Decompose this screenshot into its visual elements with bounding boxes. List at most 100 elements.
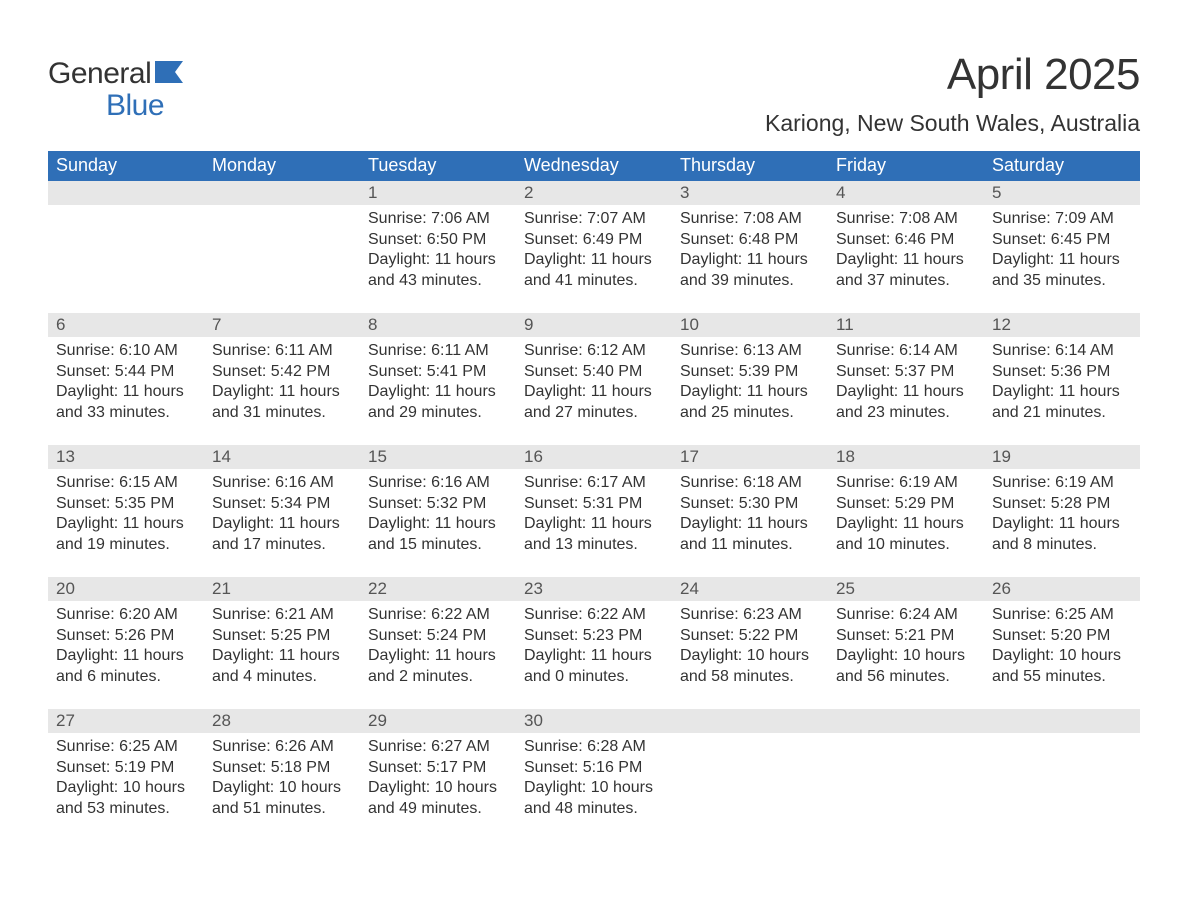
day-body: Sunrise: 6:18 AMSunset: 5:30 PMDaylight:… [672, 469, 828, 559]
sunset-text: Sunset: 5:36 PM [992, 362, 1132, 382]
daylight-text: Daylight: 11 hours and 6 minutes. [56, 646, 196, 687]
day-number: 1 [360, 181, 516, 205]
day-number: 19 [984, 445, 1140, 469]
daylight-text: Daylight: 10 hours and 49 minutes. [368, 778, 508, 819]
day-body: Sunrise: 6:16 AMSunset: 5:32 PMDaylight:… [360, 469, 516, 559]
day-number: 27 [48, 709, 204, 733]
sunrise-text: Sunrise: 6:22 AM [524, 605, 664, 625]
sunset-text: Sunset: 5:16 PM [524, 758, 664, 778]
day-body: Sunrise: 6:14 AMSunset: 5:36 PMDaylight:… [984, 337, 1140, 427]
calendar-cell: 17Sunrise: 6:18 AMSunset: 5:30 PMDayligh… [672, 445, 828, 577]
title-block: April 2025 Kariong, New South Wales, Aus… [765, 30, 1140, 147]
sunrise-text: Sunrise: 6:19 AM [992, 473, 1132, 493]
day-number: 15 [360, 445, 516, 469]
calendar-cell: 28Sunrise: 6:26 AMSunset: 5:18 PMDayligh… [204, 709, 360, 841]
calendar-cell: 26Sunrise: 6:25 AMSunset: 5:20 PMDayligh… [984, 577, 1140, 709]
daylight-text: Daylight: 11 hours and 25 minutes. [680, 382, 820, 423]
calendar-cell: 2Sunrise: 7:07 AMSunset: 6:49 PMDaylight… [516, 181, 672, 313]
calendar-cell: 23Sunrise: 6:22 AMSunset: 5:23 PMDayligh… [516, 577, 672, 709]
day-number: 22 [360, 577, 516, 601]
daylight-text: Daylight: 11 hours and 2 minutes. [368, 646, 508, 687]
calendar-week-row: 6Sunrise: 6:10 AMSunset: 5:44 PMDaylight… [48, 313, 1140, 445]
daylight-text: Daylight: 11 hours and 19 minutes. [56, 514, 196, 555]
day-number: 8 [360, 313, 516, 337]
calendar-cell [672, 709, 828, 841]
sunset-text: Sunset: 5:32 PM [368, 494, 508, 514]
sunset-text: Sunset: 5:37 PM [836, 362, 976, 382]
sunrise-text: Sunrise: 6:16 AM [368, 473, 508, 493]
day-body: Sunrise: 6:25 AMSunset: 5:20 PMDaylight:… [984, 601, 1140, 691]
day-number: 17 [672, 445, 828, 469]
calendar-cell [48, 181, 204, 313]
day-body [984, 733, 1140, 823]
sunrise-text: Sunrise: 6:11 AM [212, 341, 352, 361]
calendar-cell: 13Sunrise: 6:15 AMSunset: 5:35 PMDayligh… [48, 445, 204, 577]
sunset-text: Sunset: 6:49 PM [524, 230, 664, 250]
day-number: 3 [672, 181, 828, 205]
weekday-header: Friday [828, 151, 984, 181]
calendar-cell: 25Sunrise: 6:24 AMSunset: 5:21 PMDayligh… [828, 577, 984, 709]
location-subtitle: Kariong, New South Wales, Australia [765, 110, 1140, 137]
day-number: 10 [672, 313, 828, 337]
sunrise-text: Sunrise: 6:14 AM [992, 341, 1132, 361]
calendar-cell: 4Sunrise: 7:08 AMSunset: 6:46 PMDaylight… [828, 181, 984, 313]
day-number: 26 [984, 577, 1140, 601]
sunset-text: Sunset: 5:34 PM [212, 494, 352, 514]
day-number: 13 [48, 445, 204, 469]
daylight-text: Daylight: 10 hours and 51 minutes. [212, 778, 352, 819]
daylight-text: Daylight: 10 hours and 55 minutes. [992, 646, 1132, 687]
daylight-text: Daylight: 11 hours and 43 minutes. [368, 250, 508, 291]
day-number: 6 [48, 313, 204, 337]
day-number: 4 [828, 181, 984, 205]
sunrise-text: Sunrise: 7:08 AM [680, 209, 820, 229]
day-number: 24 [672, 577, 828, 601]
calendar-cell: 18Sunrise: 6:19 AMSunset: 5:29 PMDayligh… [828, 445, 984, 577]
sunset-text: Sunset: 5:23 PM [524, 626, 664, 646]
day-body: Sunrise: 6:11 AMSunset: 5:42 PMDaylight:… [204, 337, 360, 427]
sunrise-text: Sunrise: 6:24 AM [836, 605, 976, 625]
sunrise-text: Sunrise: 6:27 AM [368, 737, 508, 757]
calendar-header-row: SundayMondayTuesdayWednesdayThursdayFrid… [48, 151, 1140, 181]
calendar-cell: 16Sunrise: 6:17 AMSunset: 5:31 PMDayligh… [516, 445, 672, 577]
sunset-text: Sunset: 5:44 PM [56, 362, 196, 382]
day-body: Sunrise: 6:19 AMSunset: 5:29 PMDaylight:… [828, 469, 984, 559]
day-number: 25 [828, 577, 984, 601]
day-number: 20 [48, 577, 204, 601]
daylight-text: Daylight: 11 hours and 13 minutes. [524, 514, 664, 555]
day-number: 29 [360, 709, 516, 733]
logo-blue-text: Blue [106, 90, 164, 122]
sunset-text: Sunset: 5:28 PM [992, 494, 1132, 514]
sunrise-text: Sunrise: 6:14 AM [836, 341, 976, 361]
day-body: Sunrise: 6:22 AMSunset: 5:23 PMDaylight:… [516, 601, 672, 691]
day-number: 7 [204, 313, 360, 337]
calendar-cell: 24Sunrise: 6:23 AMSunset: 5:22 PMDayligh… [672, 577, 828, 709]
day-number: 5 [984, 181, 1140, 205]
calendar-cell: 7Sunrise: 6:11 AMSunset: 5:42 PMDaylight… [204, 313, 360, 445]
day-number: 9 [516, 313, 672, 337]
calendar-cell: 3Sunrise: 7:08 AMSunset: 6:48 PMDaylight… [672, 181, 828, 313]
sunrise-text: Sunrise: 7:06 AM [368, 209, 508, 229]
daylight-text: Daylight: 10 hours and 58 minutes. [680, 646, 820, 687]
day-body: Sunrise: 6:26 AMSunset: 5:18 PMDaylight:… [204, 733, 360, 823]
daylight-text: Daylight: 11 hours and 21 minutes. [992, 382, 1132, 423]
daylight-text: Daylight: 11 hours and 8 minutes. [992, 514, 1132, 555]
weekday-header: Thursday [672, 151, 828, 181]
day-body: Sunrise: 6:11 AMSunset: 5:41 PMDaylight:… [360, 337, 516, 427]
daylight-text: Daylight: 10 hours and 56 minutes. [836, 646, 976, 687]
sunset-text: Sunset: 6:46 PM [836, 230, 976, 250]
day-body: Sunrise: 6:28 AMSunset: 5:16 PMDaylight:… [516, 733, 672, 823]
day-number [828, 709, 984, 733]
day-number [204, 181, 360, 205]
day-body: Sunrise: 6:16 AMSunset: 5:34 PMDaylight:… [204, 469, 360, 559]
header: General Blue April 2025 Kariong, New Sou… [48, 30, 1140, 147]
day-body: Sunrise: 6:21 AMSunset: 5:25 PMDaylight:… [204, 601, 360, 691]
daylight-text: Daylight: 11 hours and 23 minutes. [836, 382, 976, 423]
day-number: 28 [204, 709, 360, 733]
daylight-text: Daylight: 11 hours and 11 minutes. [680, 514, 820, 555]
sunset-text: Sunset: 5:22 PM [680, 626, 820, 646]
sunset-text: Sunset: 5:42 PM [212, 362, 352, 382]
day-number [672, 709, 828, 733]
sunset-text: Sunset: 6:50 PM [368, 230, 508, 250]
day-number: 23 [516, 577, 672, 601]
sunset-text: Sunset: 5:25 PM [212, 626, 352, 646]
